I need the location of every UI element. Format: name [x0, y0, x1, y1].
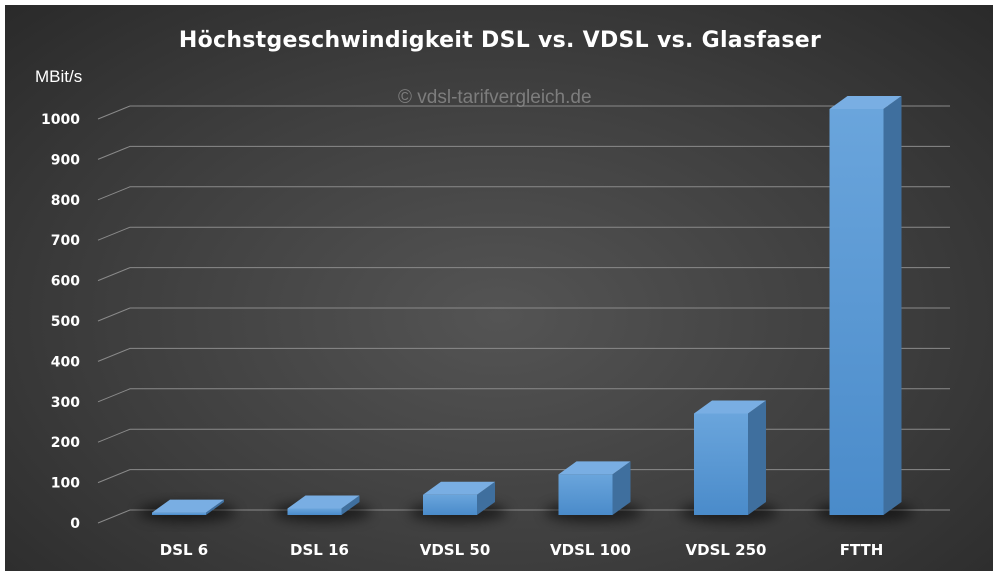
y-tick-label: 100	[51, 476, 80, 492]
bar-side	[341, 495, 360, 515]
y-axis-ticks: 0 100 200 300 400 500 600 700 800 900 1000	[41, 112, 80, 532]
bar-side	[477, 481, 495, 515]
gridline	[97, 267, 950, 282]
y-tick-label: 1000	[41, 112, 80, 128]
gridline	[97, 145, 950, 160]
y-axis-unit-label: MBit/s	[35, 67, 82, 86]
bar-front	[694, 413, 748, 515]
chart-area: Höchstgeschwindigkeit DSL vs. VDSL vs. G…	[5, 5, 993, 571]
bar-top	[694, 400, 766, 414]
x-tick-label: VDSL 50	[420, 541, 491, 559]
bar-front	[558, 474, 613, 515]
y-tick-label: 0	[70, 516, 80, 532]
gridline	[97, 469, 950, 484]
gridline	[97, 509, 950, 524]
bar-top	[829, 96, 902, 109]
bar	[815, 96, 914, 522]
bar-side	[883, 96, 902, 515]
watermark: © vdsl-tarifvergleich.de	[398, 87, 592, 108]
bar-top	[152, 499, 224, 513]
gridline	[97, 226, 950, 241]
y-tick-label: 200	[51, 435, 80, 451]
bar-front	[287, 508, 342, 515]
y-tick-label: 600	[51, 274, 80, 290]
bar-side	[612, 461, 631, 515]
x-tick-label: VDSL 100	[550, 541, 631, 559]
x-tick-label: VDSL 250	[686, 541, 767, 559]
bar	[544, 461, 643, 522]
gridline	[97, 186, 950, 201]
gridlines	[97, 105, 950, 524]
chart-svg: Höchstgeschwindigkeit DSL vs. VDSL vs. G…	[35, 28, 950, 559]
y-tick-label: 300	[51, 395, 80, 411]
bar-top	[558, 461, 631, 475]
gridline	[97, 388, 950, 403]
bar-front	[152, 512, 206, 515]
bar-side	[748, 400, 766, 515]
y-tick-label: 700	[51, 233, 80, 249]
bar-top	[423, 481, 495, 495]
chart-title: Höchstgeschwindigkeit DSL vs. VDSL vs. G…	[179, 28, 821, 53]
y-tick-label: 400	[51, 354, 80, 370]
bar	[138, 499, 236, 522]
gridline	[97, 105, 950, 120]
bar-front	[423, 494, 477, 515]
gridline	[97, 307, 950, 322]
bars	[138, 96, 914, 522]
bar	[680, 400, 778, 522]
x-tick-label: DSL 16	[290, 541, 349, 559]
bar-top	[287, 495, 360, 509]
y-tick-label: 800	[51, 193, 80, 209]
gridline	[97, 347, 950, 362]
x-axis-ticks: DSL 6 DSL 16 VDSL 50 VDSL 100 VDSL 250 FTTH	[160, 541, 884, 559]
gridline	[97, 428, 950, 443]
bar-side	[206, 499, 224, 515]
bar-front	[829, 109, 884, 515]
x-tick-label: FTTH	[840, 541, 884, 559]
y-tick-label: 900	[51, 152, 80, 168]
y-tick-label: 500	[51, 314, 80, 330]
bar	[409, 481, 507, 522]
x-tick-label: DSL 6	[160, 541, 208, 559]
bar	[273, 495, 372, 522]
